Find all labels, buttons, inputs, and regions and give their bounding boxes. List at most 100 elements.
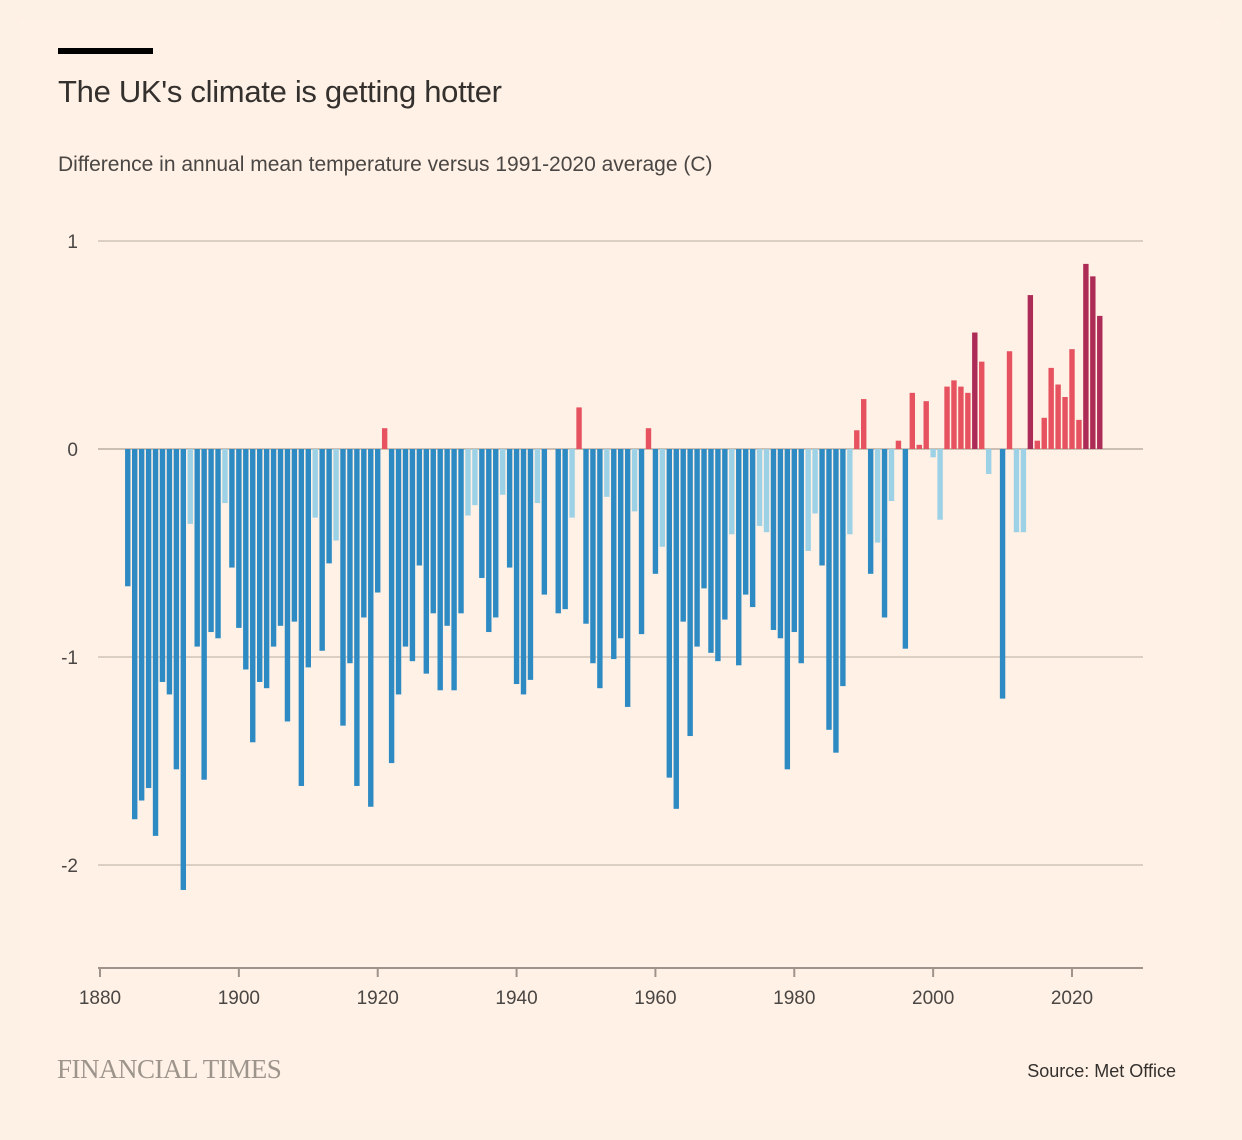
x-tick-label: 1960	[634, 988, 676, 1009]
bar-1937	[493, 449, 499, 618]
bar-1999	[923, 401, 929, 449]
x-tick-label: 2020	[1051, 988, 1093, 1009]
bar-1908	[291, 449, 298, 622]
bar-1913	[326, 449, 332, 564]
bar-2000	[930, 449, 936, 458]
bars	[125, 263, 1103, 890]
bar-1923	[395, 449, 402, 695]
source-note: Source: Met Office	[1027, 1061, 1176, 1081]
bar-2023	[1090, 276, 1096, 449]
bar-1917	[354, 449, 360, 786]
bar-1955	[618, 449, 624, 639]
bar-1962	[666, 449, 673, 778]
title-accent-bar	[58, 48, 153, 54]
bar-1907	[284, 449, 291, 722]
bar-2005	[965, 392, 971, 449]
bar-2006	[972, 332, 978, 449]
bar-1932	[458, 449, 464, 614]
bar-2020	[1069, 349, 1075, 449]
bar-1960	[652, 449, 659, 574]
bar-2003	[951, 380, 957, 449]
bar-1958	[638, 449, 645, 635]
bar-1944	[541, 449, 548, 595]
bar-1927	[423, 449, 430, 674]
bar-1951	[590, 449, 596, 664]
bar-1967	[701, 449, 707, 589]
bar-1893	[187, 449, 193, 524]
chart-subtitle: Difference in annual mean temperature ve…	[58, 153, 713, 176]
bar-1912	[319, 449, 325, 651]
bar-1952	[597, 449, 603, 689]
bar-1940	[513, 449, 520, 685]
y-tick-label: -2	[61, 856, 78, 877]
bar-1969	[715, 449, 721, 662]
bar-2011	[1006, 351, 1013, 449]
bar-2008	[985, 449, 992, 474]
bar-1922	[388, 449, 395, 764]
bar-1991	[867, 449, 874, 574]
bar-1976	[763, 449, 770, 533]
bar-1925	[409, 449, 416, 662]
bar-1996	[902, 449, 909, 649]
bar-1889	[159, 449, 166, 682]
bar-1975	[756, 449, 763, 526]
bar-1901	[243, 449, 249, 670]
bar-1931	[451, 449, 457, 691]
bar-1943	[534, 449, 541, 504]
bar-1953	[604, 449, 610, 497]
bar-1930	[444, 449, 450, 626]
bar-1897	[215, 449, 221, 639]
bar-1973	[742, 449, 749, 595]
bar-1936	[486, 449, 492, 633]
bar-2004	[958, 386, 964, 449]
bar-1983	[812, 449, 818, 514]
bar-1950	[583, 449, 589, 624]
bar-1895	[201, 449, 207, 780]
bar-1919	[368, 449, 374, 807]
bar-1934	[472, 449, 478, 506]
bar-1989	[854, 430, 860, 449]
bar-1924	[402, 449, 409, 647]
bar-2001	[937, 449, 943, 520]
bar-1899	[229, 449, 235, 568]
bar-1887	[145, 449, 152, 789]
bar-1961	[659, 449, 666, 547]
y-tick-label: 0	[67, 440, 78, 461]
bar-1890	[166, 449, 173, 695]
bar-1992	[874, 449, 881, 543]
bar-2022	[1083, 263, 1089, 449]
bar-1903	[256, 449, 263, 682]
bar-1980	[791, 449, 797, 633]
bar-1947	[562, 449, 568, 610]
bar-1985	[826, 449, 832, 730]
bar-1949	[576, 407, 582, 449]
bar-1946	[555, 449, 561, 614]
bar-2013	[1020, 449, 1027, 533]
bar-1916	[347, 449, 353, 664]
bar-1933	[465, 449, 471, 516]
bar-1954	[611, 449, 617, 660]
bar-2002	[944, 386, 950, 449]
x-tick-label: 1980	[773, 988, 815, 1009]
bar-1971	[729, 449, 735, 535]
bar-1902	[250, 449, 256, 743]
bar-1957	[631, 449, 638, 512]
bar-1968	[708, 449, 714, 653]
bar-2024	[1097, 315, 1103, 449]
bar-1963	[673, 449, 679, 809]
bar-1938	[499, 449, 506, 495]
bar-1974	[749, 449, 756, 608]
bar-2010	[999, 449, 1006, 699]
bar-2016	[1041, 417, 1047, 449]
bar-1926	[416, 449, 423, 566]
x-tick-label: 1940	[495, 988, 537, 1009]
bar-1998	[916, 444, 922, 449]
bar-1948	[569, 449, 575, 518]
bar-1994	[888, 449, 895, 501]
y-tick-label: -1	[61, 648, 78, 669]
bar-1928	[430, 449, 436, 614]
bar-1970	[722, 449, 728, 620]
bar-1900	[236, 449, 242, 628]
bar-1906	[277, 449, 284, 626]
